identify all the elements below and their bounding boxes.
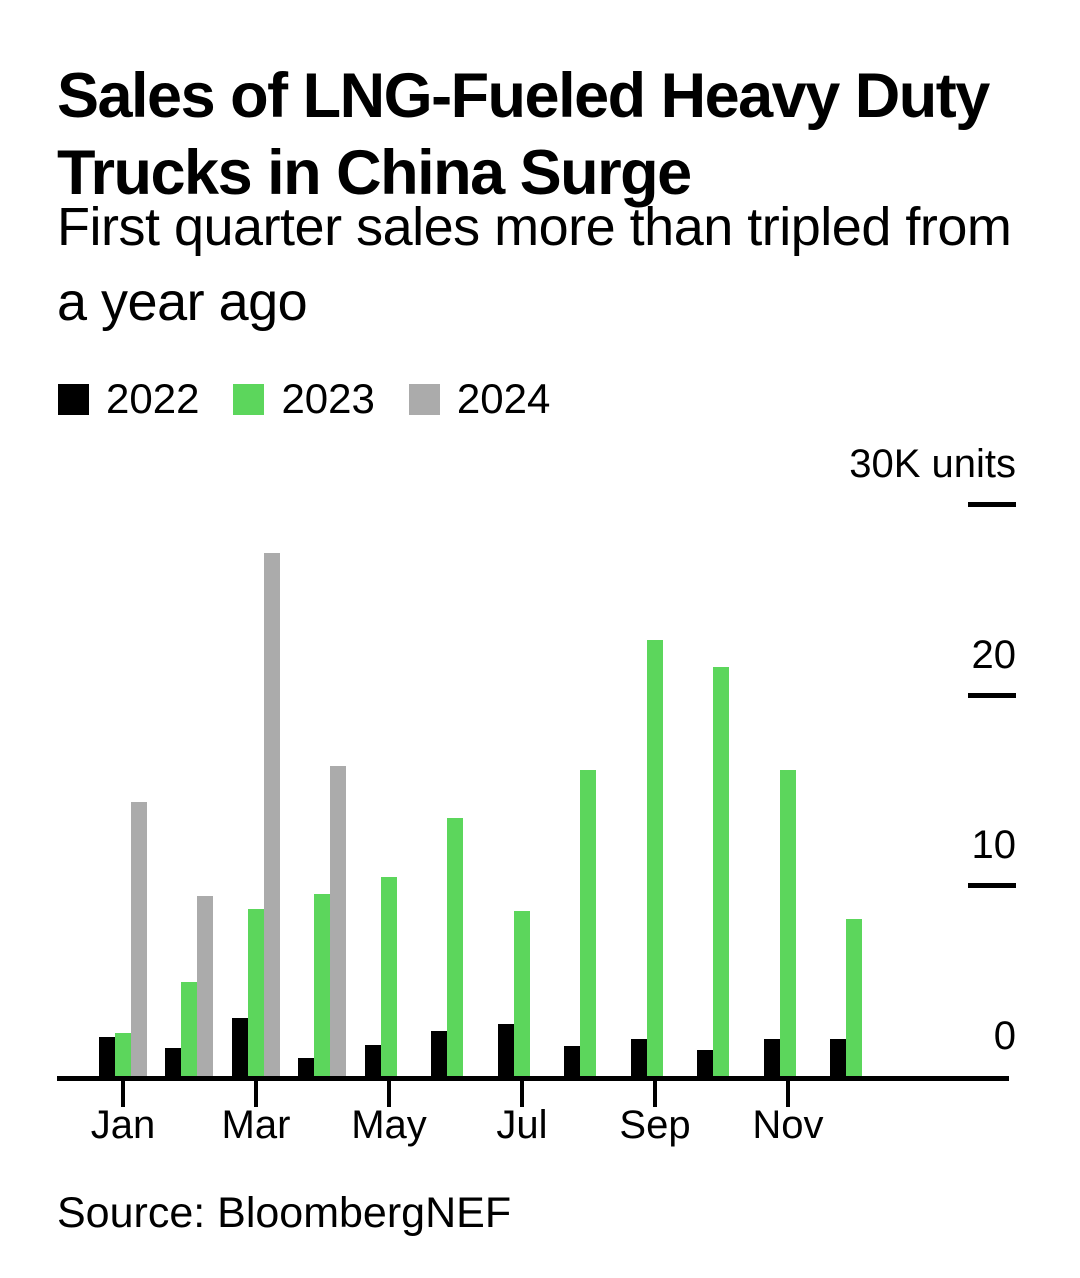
bar-2022-mar: [232, 1018, 248, 1077]
bar-2022-sep: [631, 1039, 647, 1077]
y-axis-tick-line-30: [968, 502, 1016, 507]
y-axis-label-30: 30K units: [849, 442, 1016, 486]
bar-2022-jul: [498, 1024, 514, 1077]
x-axis-tick-may: [387, 1081, 391, 1107]
bar-2023-apr: [314, 894, 330, 1077]
bar-2024-feb: [197, 896, 213, 1077]
bar-2022-may: [365, 1045, 381, 1077]
x-axis-tick-jul: [520, 1081, 524, 1107]
legend-label-2022: 2022: [106, 375, 200, 422]
legend-item-2023: 2023: [233, 375, 375, 422]
bar-2023-sep: [647, 640, 663, 1077]
x-axis-label-may: May: [351, 1103, 427, 1147]
bar-2023-mar: [248, 909, 264, 1077]
x-axis-tick-mar: [254, 1081, 258, 1107]
bar-2023-jan: [115, 1033, 131, 1077]
legend: 2022 2023 2024: [58, 378, 550, 420]
bar-2024-mar: [264, 553, 280, 1077]
bar-2022-dec: [830, 1039, 846, 1077]
x-axis-tick-sep: [653, 1081, 657, 1107]
bar-2022-jun: [431, 1031, 447, 1077]
bar-2022-apr: [298, 1058, 314, 1077]
bar-2023-oct: [713, 667, 729, 1077]
x-axis-tick-nov: [786, 1081, 790, 1107]
y-axis-label-10: 10: [971, 823, 1017, 867]
legend-swatch-2022: [58, 383, 89, 415]
y-axis-tick-line-10: [968, 883, 1016, 888]
bar-2022-nov: [764, 1039, 780, 1077]
bar-2023-nov: [780, 770, 796, 1077]
bar-2023-jul: [514, 911, 530, 1077]
x-axis-label-jul: Jul: [496, 1103, 548, 1147]
x-axis-label-jan: Jan: [90, 1103, 156, 1147]
legend-label-2024: 2024: [456, 375, 551, 422]
legend-label-2023: 2023: [281, 375, 375, 422]
legend-swatch-2023: [233, 383, 265, 415]
page-title: Sales of LNG-Fueled Heavy Duty Trucks in…: [57, 61, 990, 209]
x-axis-label-nov: Nov: [752, 1103, 824, 1147]
bar-2023-may: [381, 877, 397, 1077]
bar-2023-aug: [580, 770, 596, 1077]
bar-2023-dec: [846, 919, 862, 1077]
x-axis-label-mar: Mar: [221, 1103, 291, 1147]
bar-2022-feb: [165, 1048, 181, 1077]
source-note: Source: BloombergNEF: [57, 1189, 512, 1237]
legend-swatch-2024: [408, 383, 440, 415]
bar-2024-jan: [131, 802, 147, 1077]
chart-subtitle: First quarter sales more than tripled fr…: [57, 197, 1012, 332]
x-axis-line: [57, 1076, 1009, 1081]
y-axis-label-0: 0: [993, 1014, 1016, 1058]
legend-item-2024: 2024: [408, 375, 551, 422]
x-axis-label-sep: Sep: [619, 1103, 691, 1147]
bar-2022-oct: [697, 1050, 713, 1077]
bar-2022-jan: [99, 1037, 115, 1077]
y-axis-label-20: 20: [971, 633, 1017, 677]
bar-2022-aug: [564, 1046, 580, 1077]
bar-2024-apr: [330, 766, 346, 1077]
x-axis-tick-jan: [121, 1081, 125, 1107]
bar-2023-jun: [447, 818, 463, 1077]
bar-2023-feb: [181, 982, 197, 1077]
legend-item-2022: 2022: [58, 378, 199, 420]
y-axis-tick-line-20: [968, 693, 1016, 698]
